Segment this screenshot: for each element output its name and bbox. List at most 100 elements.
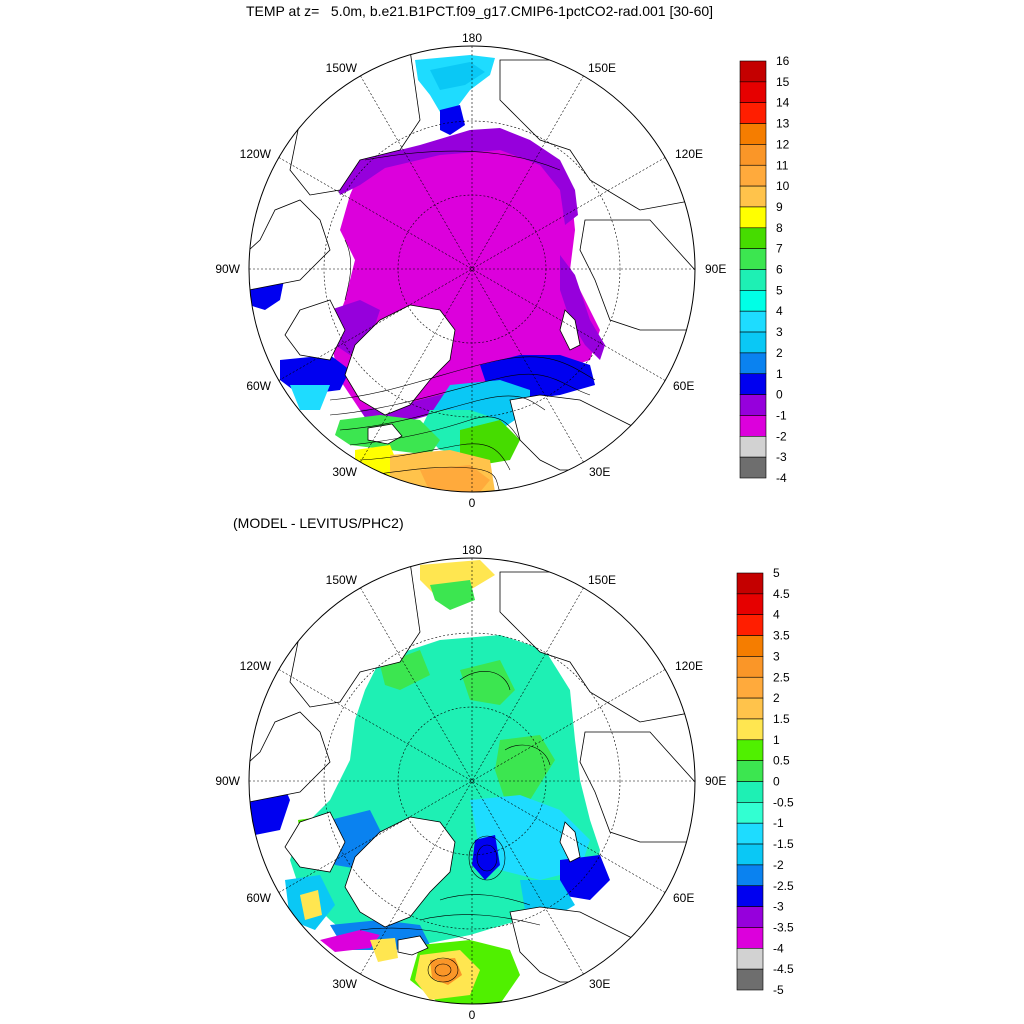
top-colorbar-swatch-3 bbox=[739, 123, 767, 145]
bottom-colorbar-label-20: -5 bbox=[773, 983, 784, 997]
top-colorbar-swatch-0 bbox=[739, 60, 767, 83]
top-colorbar-swatch-9 bbox=[739, 248, 767, 270]
top-colorbar-label-0: 16 bbox=[776, 54, 790, 68]
top-colorbar-label-12: 4 bbox=[776, 304, 783, 318]
bottom-colorbar-label-5: 2.5 bbox=[773, 670, 790, 684]
bottom-lon-labels: 180 150E 120E 90E 60E 30E 0 30W 60W 90W … bbox=[215, 543, 726, 1022]
bottom-colorbar-swatch-13 bbox=[736, 843, 764, 866]
lon-label-180: 180 bbox=[462, 31, 482, 45]
lon-label-60w: 60W bbox=[246, 379, 271, 393]
top-colorbar-swatch-1 bbox=[739, 81, 767, 103]
bottom-colorbar-swatch-18 bbox=[736, 947, 764, 970]
top-colorbar-label-4: 12 bbox=[776, 137, 790, 151]
top-colorbar-swatch-5 bbox=[739, 164, 767, 187]
top-colorbar-label-1: 15 bbox=[776, 75, 790, 89]
purple-shelf-north bbox=[335, 128, 578, 225]
lon-label-30e: 30E bbox=[589, 465, 610, 479]
top-colorbar-swatch-18 bbox=[739, 435, 767, 458]
lon-label-90e-b: 90E bbox=[705, 774, 726, 788]
novaya-zemlya bbox=[559, 309, 581, 351]
bottom-colorbar-label-18: -4 bbox=[773, 941, 784, 955]
top-colorbar-label-20: -4 bbox=[776, 471, 787, 485]
top-colorbar-label-8: 8 bbox=[776, 221, 783, 235]
bottom-colorbar-label-14: -2 bbox=[773, 858, 784, 872]
lon-label-0-b: 0 bbox=[469, 1008, 476, 1022]
bottom-colorbar-label-6: 2 bbox=[773, 691, 780, 705]
bottom-map-field bbox=[249, 558, 695, 1004]
top-colorbar-swatch-11 bbox=[739, 290, 767, 312]
top-colorbar-swatch-8 bbox=[739, 227, 767, 249]
lon-label-150w: 150W bbox=[326, 61, 358, 75]
bottom-colorbar-label-8: 1 bbox=[773, 733, 780, 747]
lon-label-90w-b: 90W bbox=[215, 774, 240, 788]
atlantic-yellow-left2 bbox=[300, 890, 322, 920]
top-colorbar-label-15: 1 bbox=[776, 367, 783, 381]
top-map-grid bbox=[249, 46, 695, 492]
greenland bbox=[344, 304, 456, 416]
greenland-b bbox=[344, 816, 456, 928]
top-colorbar-swatch-15 bbox=[739, 373, 767, 395]
top-colorbar-swatch-6 bbox=[739, 185, 767, 208]
bottom-colorbar-label-7: 1.5 bbox=[773, 712, 790, 726]
top-colorbar-swatch-16 bbox=[739, 394, 767, 416]
lon-label-30w-b: 30W bbox=[332, 977, 357, 991]
lon-label-120w: 120W bbox=[240, 147, 272, 161]
top-colorbar-label-3: 13 bbox=[776, 117, 790, 131]
top-colorbar-swatch-14 bbox=[739, 352, 767, 375]
lon-label-180-b: 180 bbox=[462, 543, 482, 557]
top-colorbar-swatch-12 bbox=[739, 310, 767, 333]
bottom-colorbar-swatch-3 bbox=[736, 635, 764, 657]
top-colorbar-label-11: 5 bbox=[776, 283, 783, 297]
top-lon-labels: 180 150E 120E 90E 60E 30E 0 30W 60W 90W … bbox=[215, 31, 726, 510]
atlantic-yellow-left bbox=[370, 938, 398, 962]
top-colorbar-swatch-13 bbox=[739, 331, 767, 354]
green-patch-1 bbox=[460, 660, 515, 705]
top-colorbar-label-9: 7 bbox=[776, 242, 783, 256]
top-colorbar-label-18: -2 bbox=[776, 429, 787, 443]
bottom-colorbar-swatch-8 bbox=[736, 739, 764, 761]
bottom-colorbar-swatch-1 bbox=[736, 593, 764, 615]
lon-label-120w-b: 120W bbox=[240, 659, 272, 673]
bottom-colorbar-label-4: 3 bbox=[773, 649, 780, 663]
bottom-colorbar-label-19: -4.5 bbox=[773, 962, 794, 976]
canada-island-b bbox=[284, 811, 346, 873]
bottom-colorbar-swatch-15 bbox=[736, 885, 764, 907]
purple-shelf-east bbox=[560, 255, 605, 360]
bottom-colorbar-swatch-11 bbox=[736, 802, 764, 824]
novaya-zemlya-b bbox=[559, 821, 581, 863]
top-colorbar-swatch-19 bbox=[739, 456, 767, 479]
lon-label-30w: 30W bbox=[332, 465, 357, 479]
bottom-colorbar-label-1: 4.5 bbox=[773, 587, 790, 601]
green-patch-3 bbox=[380, 650, 430, 690]
bottom-colorbar-label-15: -2.5 bbox=[773, 879, 794, 893]
lon-label-150e: 150E bbox=[588, 61, 616, 75]
bottom-colorbar-label-9: 0.5 bbox=[773, 754, 790, 768]
labrador-light bbox=[290, 385, 330, 410]
top-colorbar-label-14: 2 bbox=[776, 346, 783, 360]
bering-cyan bbox=[430, 62, 485, 90]
lon-label-150w-b: 150W bbox=[326, 573, 358, 587]
bottom-colorbar-label-10: 0 bbox=[773, 775, 780, 789]
top-colorbar-swatch-4 bbox=[739, 144, 767, 166]
lon-label-60e: 60E bbox=[673, 379, 694, 393]
bottom-colorbar-swatch-6 bbox=[736, 697, 764, 720]
iceland-b bbox=[397, 935, 429, 956]
top-colorbar-swatch-7 bbox=[739, 206, 767, 229]
bottom-colorbar-label-0: 5 bbox=[773, 566, 780, 580]
bottom-colorbar-swatch-14 bbox=[736, 864, 764, 887]
lon-label-120e-b: 120E bbox=[675, 659, 703, 673]
cyan-shelf bbox=[470, 795, 590, 880]
bottom-colorbar-label-2: 4 bbox=[773, 608, 780, 622]
bottom-colorbar-label-17: -3.5 bbox=[773, 920, 794, 934]
bottom-colorbar-label-12: -1 bbox=[773, 816, 784, 830]
siberia-east-b bbox=[579, 731, 695, 843]
lon-label-120e: 120E bbox=[675, 147, 703, 161]
kara-blue bbox=[560, 855, 610, 900]
bottom-colorbar-swatch-16 bbox=[736, 906, 764, 928]
bottom-colorbar: 5 4.5 4 3.5 3 2.5 2 1.5 1 0.5 0 -0.5 -1 -1.5 -2 -2.5 -3 -… bbox=[736, 566, 794, 997]
canada-archipelago-b bbox=[249, 711, 331, 803]
atlantic-orange2 bbox=[420, 465, 490, 492]
bottom-colorbar-label-13: -1.5 bbox=[773, 837, 794, 851]
